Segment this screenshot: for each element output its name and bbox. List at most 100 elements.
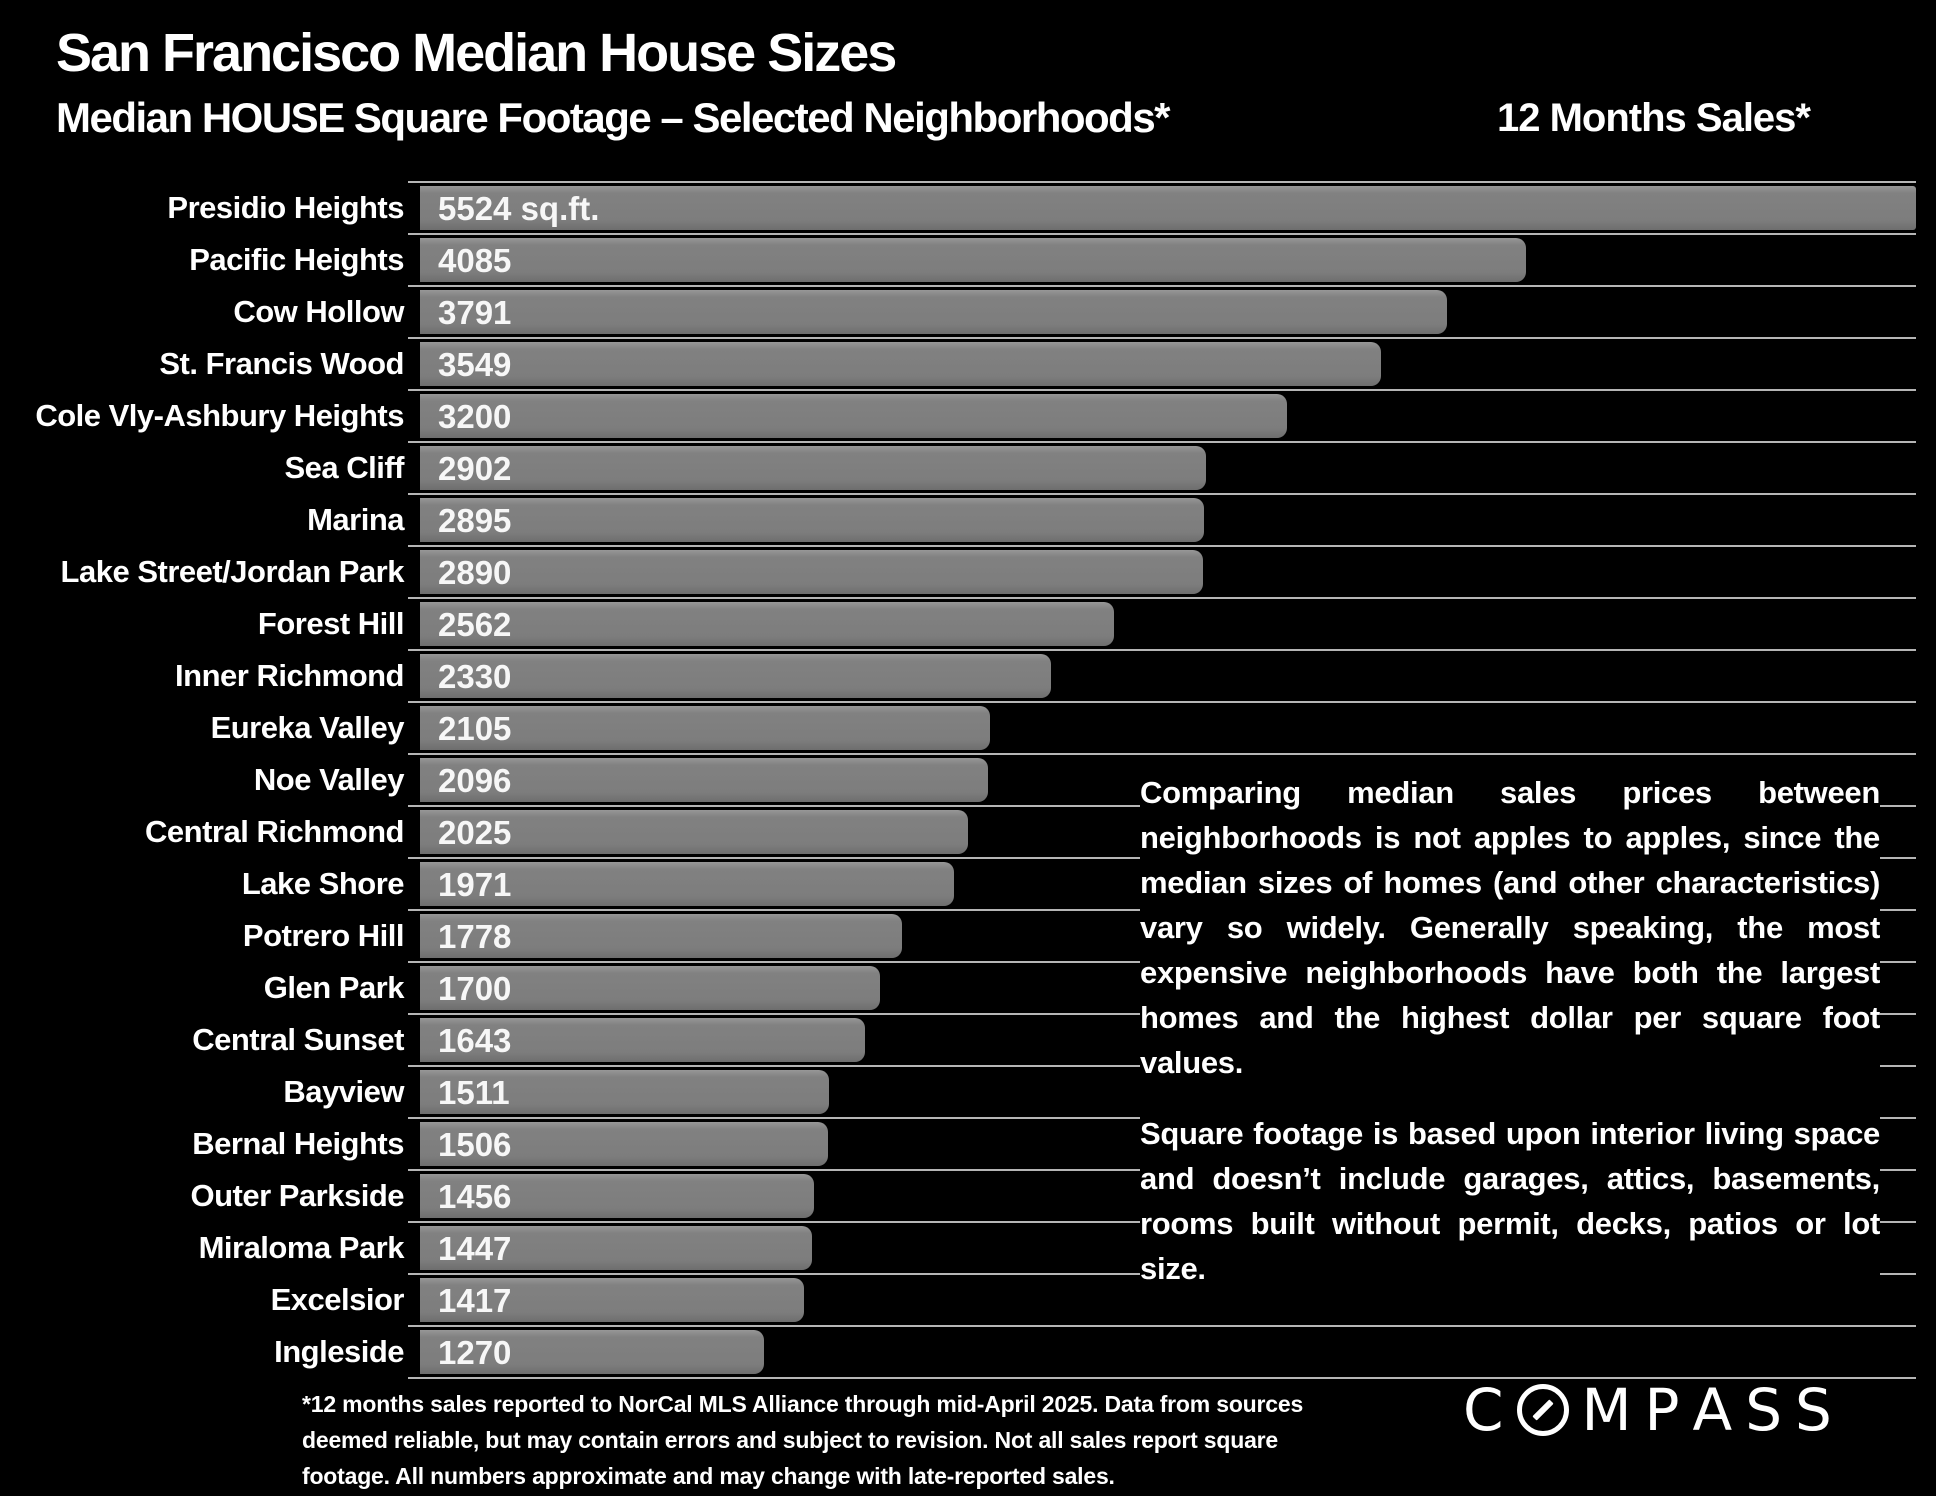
chart-gridline xyxy=(408,597,1916,599)
bar: 5524 sq.ft. xyxy=(420,186,1916,230)
bar-row: Miraloma Park 1447 xyxy=(0,1222,1936,1274)
category-label: Ingleside xyxy=(274,1334,404,1369)
bar-value-label: 1270 xyxy=(438,1334,512,1371)
category-label: Marina xyxy=(307,502,404,537)
category-label: Bernal Heights xyxy=(192,1126,404,1161)
bar-value-label: 3200 xyxy=(438,398,512,435)
chart-gridline xyxy=(408,701,1916,703)
bar: 2025 xyxy=(420,810,968,854)
bar: 1511 xyxy=(420,1070,829,1114)
bar-value-label: 1971 xyxy=(438,866,512,903)
category-label: Potrero Hill xyxy=(242,918,405,953)
bar-row: Ingleside 1270 xyxy=(0,1326,1936,1378)
bar: 1417 xyxy=(420,1278,804,1322)
footnote-line: footage. All numbers approximate and may… xyxy=(302,1463,1115,1489)
category-label: Noe Valley xyxy=(253,762,405,797)
bar-value-label: 1778 xyxy=(438,918,512,955)
bar: 3549 xyxy=(420,342,1381,386)
bar-value-label: 1417 xyxy=(438,1282,512,1319)
footnote-line: *12 months sales reported to NorCal MLS … xyxy=(302,1391,1304,1417)
bar-value-label: 1506 xyxy=(438,1126,512,1163)
category-label: Cow Hollow xyxy=(233,294,404,329)
chart-gridline xyxy=(408,545,1916,547)
bar-value-label: 2562 xyxy=(438,606,512,643)
footnote: *12 months sales reported to NorCal MLS … xyxy=(302,1386,1303,1494)
bar-row: Forest Hill 2562 xyxy=(0,598,1936,650)
category-label: Presidio Heights xyxy=(167,190,404,225)
logo-letter: C xyxy=(1463,1376,1517,1444)
bar: 1971 xyxy=(420,862,954,906)
category-label: Central Sunset xyxy=(192,1022,404,1057)
bar: 2096 xyxy=(420,758,988,802)
bar: 2105 xyxy=(420,706,990,750)
category-label: Glen Park xyxy=(263,970,405,1005)
bar-value-label: 1511 xyxy=(438,1074,510,1111)
bar: 1270 xyxy=(420,1330,764,1374)
commentary-panel: Comparing median sales prices between ne… xyxy=(1140,770,1880,1291)
chart-gridline xyxy=(408,233,1916,235)
chart-gridline xyxy=(408,493,1916,495)
bar-value-label: 3791 xyxy=(438,294,512,331)
compass-needle-icon xyxy=(1516,1384,1569,1436)
bar-row: Lake Shore 1971 xyxy=(0,858,1936,910)
category-label: St. Francis Wood xyxy=(159,346,404,381)
bar-row: Bayview 1511 xyxy=(0,1066,1936,1118)
chart-gridline xyxy=(408,753,1916,755)
bar-value-label: 5524 sq.ft. xyxy=(438,190,600,227)
bar-row: Presidio Heights 5524 sq.ft. xyxy=(0,182,1936,234)
logo-letter: S xyxy=(1795,1376,1845,1444)
category-label: Central Richmond xyxy=(145,814,404,849)
category-label: Bayview xyxy=(283,1074,404,1109)
commentary-paragraph-2: Square footage is based upon interior li… xyxy=(1140,1116,1880,1286)
bar-value-label: 1700 xyxy=(438,970,512,1007)
chart-gridline xyxy=(408,337,1916,339)
category-label: Miraloma Park xyxy=(198,1230,405,1265)
bar-value-label: 2895 xyxy=(438,502,512,539)
bar-row: Central Sunset 1643 xyxy=(0,1014,1936,1066)
commentary-paragraph-1: Comparing median sales prices between ne… xyxy=(1140,775,1880,1080)
logo-letter: S xyxy=(1745,1376,1796,1444)
page-title: San Francisco Median House Sizes xyxy=(56,23,897,83)
bar-row: Potrero Hill 1778 xyxy=(0,910,1936,962)
chart-gridline xyxy=(408,1377,1916,1379)
bar-row: Marina 2895 xyxy=(0,494,1936,546)
chart-gridline xyxy=(408,181,1916,183)
bar: 2902 xyxy=(420,446,1206,490)
category-label: Inner Richmond xyxy=(175,658,404,693)
bar-row: Glen Park 1700 xyxy=(0,962,1936,1014)
chart-gridline xyxy=(408,441,1916,443)
bar-value-label: 2096 xyxy=(438,762,512,799)
bar-value-label: 2902 xyxy=(438,450,512,487)
bar-value-label: 1447 xyxy=(438,1230,512,1267)
bar-row: Eureka Valley 2105 xyxy=(0,702,1936,754)
bar-value-label: 2330 xyxy=(438,658,512,695)
bar-value-label: 2890 xyxy=(438,554,512,591)
logo-letter: M xyxy=(1581,1376,1645,1444)
page-subtitle: Median HOUSE Square Footage – Selected N… xyxy=(56,94,1171,141)
footnote-line: deemed reliable, but may contain errors … xyxy=(302,1427,1279,1453)
bar-row: Bernal Heights 1506 xyxy=(0,1118,1936,1170)
category-label: Lake Street/Jordan Park xyxy=(60,554,405,589)
bar-row: Excelsior 1417 xyxy=(0,1274,1936,1326)
bar: 2330 xyxy=(420,654,1051,698)
category-label: Excelsior xyxy=(270,1282,405,1317)
chart-gridline xyxy=(408,285,1916,287)
bar-row: Cow Hollow 3791 xyxy=(0,286,1936,338)
bar-value-label: 1643 xyxy=(438,1022,512,1059)
bar: 1700 xyxy=(420,966,880,1010)
category-label: Forest Hill xyxy=(257,606,405,641)
bar-value-label: 2105 xyxy=(438,710,512,747)
bar: 1778 xyxy=(420,914,902,958)
logo-letter: A xyxy=(1692,1376,1746,1444)
bar-row: Central Richmond 2025 xyxy=(0,806,1936,858)
bar-row: Sea Cliff 2902 xyxy=(0,442,1936,494)
category-label: Sea Cliff xyxy=(284,450,404,485)
bar: 2895 xyxy=(420,498,1204,542)
bar: 2890 xyxy=(420,550,1203,594)
category-label: Eureka Valley xyxy=(210,710,405,745)
bar: 1447 xyxy=(420,1226,812,1270)
logo-letter: P xyxy=(1644,1376,1693,1444)
